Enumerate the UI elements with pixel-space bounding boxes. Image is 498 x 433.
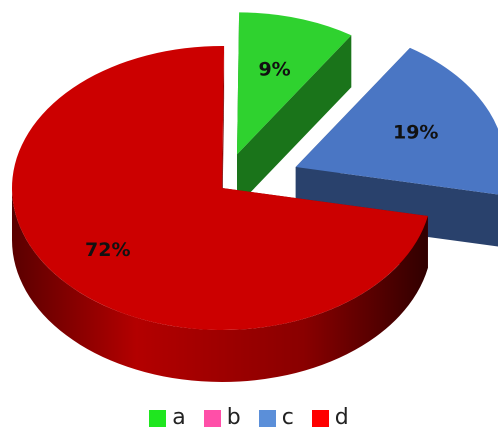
pie-slice-a — [237, 12, 352, 207]
legend-item-c: c — [258, 405, 294, 430]
pie-slice-d-side — [11, 188, 428, 383]
pie-slice-a-top — [237, 12, 352, 155]
legend-label-a: a — [172, 405, 186, 430]
pie-slice-c — [295, 47, 498, 247]
pie-slice-c-top — [295, 47, 498, 195]
legend-label-c: c — [281, 405, 294, 430]
legend-swatch-a — [149, 409, 167, 427]
legend-swatch-c — [258, 409, 276, 427]
pie-slice-d — [11, 46, 428, 383]
data-label-d: 72% — [85, 239, 130, 261]
data-label-a: 9% — [258, 59, 290, 81]
legend-label-b: b — [226, 405, 241, 430]
legend-item-a: a — [149, 405, 186, 430]
pie-slice-c-cut-1 — [295, 167, 498, 247]
legend-label-d: d — [334, 405, 349, 430]
legend-item-d: d — [311, 405, 349, 430]
legend-swatch-d — [311, 409, 329, 427]
pie-slice-a-cut-1 — [237, 35, 352, 207]
data-label-c: 19% — [393, 121, 438, 143]
legend-item-b: b — [203, 405, 241, 430]
pie-slice-d-top — [12, 46, 428, 331]
legend-swatch-b — [203, 409, 221, 427]
chart-legend: a b c d — [0, 405, 498, 431]
